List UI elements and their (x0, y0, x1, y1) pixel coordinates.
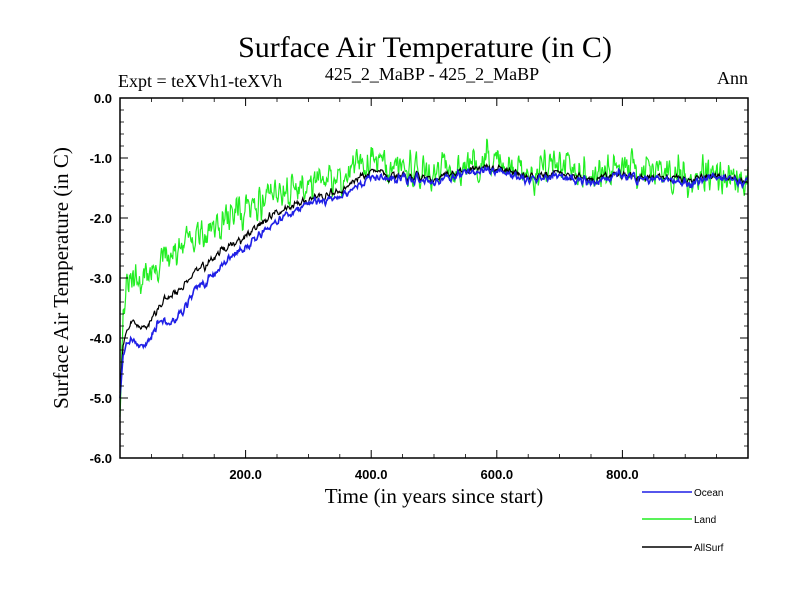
x-tick-label: 200.0 (229, 467, 262, 482)
legend-label-allsurf: AllSurf (694, 543, 724, 554)
legend-label-ocean: Ocean (694, 488, 723, 499)
legend: Ocean Land AllSurf (642, 488, 724, 554)
series-layer (119, 138, 749, 417)
y-tick-label: -4.0 (90, 331, 112, 346)
y-tick-label: -1.0 (90, 151, 112, 166)
y-tick-label: -6.0 (90, 451, 112, 466)
y-axis-label: Surface Air Temperature (in C) (49, 147, 73, 409)
chart-title: Surface Air Temperature (in C) (238, 31, 612, 64)
chart-subtitle-center: 425_2_MaBP - 425_2_MaBP (325, 64, 539, 84)
legend-label-land: Land (694, 515, 716, 526)
chart-subtitle-left: Expt = teXVh1-teXVh (118, 71, 282, 91)
plot-frame (119, 97, 749, 459)
x-tick-label: 400.0 (355, 467, 388, 482)
x-tick-label: 600.0 (481, 467, 514, 482)
y-tick-label: -5.0 (90, 391, 112, 406)
series-line-land (119, 138, 749, 417)
x-axis-label: Time (in years since start) (325, 484, 544, 508)
x-tick-label: 800.0 (606, 467, 639, 482)
series-line-ocean (119, 165, 749, 399)
chart-subtitle-right: Ann (717, 68, 748, 88)
y-tick-label: -2.0 (90, 211, 112, 226)
y-tick-label: 0.0 (94, 91, 112, 106)
series-line-allsurf (119, 163, 749, 393)
y-tick-label: -3.0 (90, 271, 112, 286)
tick-layer: 0.0 -1.0 -2.0 -3.0 -4.0 -5.0 -6.0 200.0 400.0 600… (90, 91, 748, 482)
